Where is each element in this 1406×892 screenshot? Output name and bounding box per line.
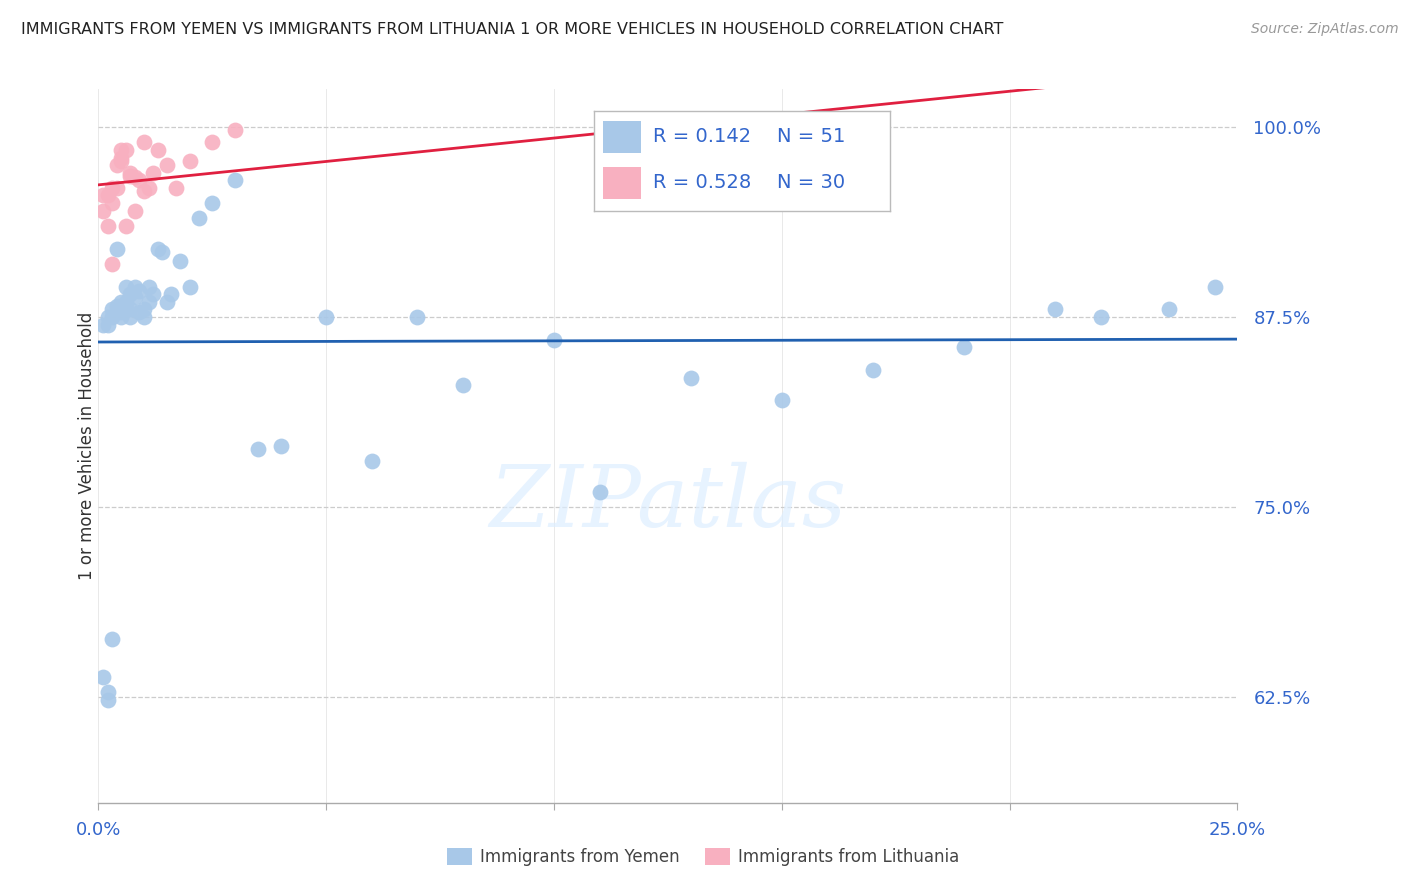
Point: [543, 333, 565, 347]
Y-axis label: 1 or more Vehicles in Household: 1 or more Vehicles in Household: [79, 312, 96, 580]
Point: [679, 370, 702, 384]
Point: [169, 253, 191, 268]
Text: 0.0%: 0.0%: [76, 821, 121, 839]
Point: [360, 454, 382, 468]
Point: [105, 305, 128, 319]
Point: [588, 484, 610, 499]
Point: [114, 219, 136, 233]
Point: [138, 181, 160, 195]
Point: [146, 143, 169, 157]
Point: [105, 242, 128, 256]
Point: [110, 305, 132, 319]
Point: [96, 318, 118, 332]
Point: [146, 242, 169, 256]
Point: [96, 188, 118, 202]
Point: [120, 302, 142, 317]
Point: [160, 287, 183, 301]
Point: [156, 294, 179, 309]
Point: [101, 302, 124, 317]
Point: [132, 310, 155, 324]
Point: [120, 169, 142, 183]
Point: [165, 181, 187, 195]
Point: [156, 158, 179, 172]
Point: [128, 173, 150, 187]
Text: 25.0%: 25.0%: [1209, 821, 1265, 839]
Point: [105, 299, 128, 313]
Point: [110, 153, 132, 168]
Point: [91, 203, 114, 218]
Point: [105, 181, 128, 195]
Point: [406, 310, 429, 324]
Point: [96, 692, 118, 706]
Point: [451, 378, 474, 392]
Point: [105, 158, 128, 172]
Point: [91, 670, 114, 684]
Point: [224, 123, 246, 137]
Point: [132, 302, 155, 317]
Point: [124, 170, 146, 185]
Point: [1090, 310, 1112, 324]
Point: [770, 393, 793, 408]
Legend: Immigrants from Yemen, Immigrants from Lithuania: Immigrants from Yemen, Immigrants from L…: [440, 841, 966, 873]
Text: IMMIGRANTS FROM YEMEN VS IMMIGRANTS FROM LITHUANIA 1 OR MORE VEHICLES IN HOUSEHO: IMMIGRANTS FROM YEMEN VS IMMIGRANTS FROM…: [21, 22, 1004, 37]
Point: [96, 310, 118, 324]
Point: [315, 310, 337, 324]
Point: [1204, 279, 1226, 293]
Point: [142, 287, 165, 301]
Point: [150, 244, 173, 259]
Point: [120, 310, 142, 324]
Point: [138, 294, 160, 309]
Point: [96, 219, 118, 233]
Point: [270, 439, 292, 453]
Point: [91, 318, 114, 332]
Point: [124, 290, 146, 304]
Point: [110, 151, 132, 165]
Point: [114, 143, 136, 157]
Point: [187, 211, 209, 226]
Text: ZIPatlas: ZIPatlas: [489, 462, 846, 544]
Point: [201, 196, 224, 211]
Point: [142, 166, 165, 180]
Point: [101, 632, 124, 646]
Point: [124, 203, 146, 218]
Point: [110, 143, 132, 157]
Point: [101, 310, 124, 324]
Point: [114, 294, 136, 309]
Point: [128, 284, 150, 298]
Point: [120, 166, 142, 180]
Point: [953, 340, 976, 354]
Point: [179, 279, 201, 293]
Point: [132, 184, 155, 198]
Point: [120, 287, 142, 301]
Point: [91, 188, 114, 202]
Point: [138, 279, 160, 293]
Point: [101, 181, 124, 195]
Point: [201, 136, 224, 150]
Point: [101, 257, 124, 271]
Point: [862, 363, 884, 377]
Point: [110, 294, 132, 309]
Point: [1043, 302, 1066, 317]
Point: [1157, 302, 1180, 317]
Point: [246, 442, 269, 456]
Point: [132, 136, 155, 150]
Point: [124, 279, 146, 293]
Point: [114, 302, 136, 317]
Point: [114, 279, 136, 293]
Point: [101, 196, 124, 211]
Point: [224, 173, 246, 187]
Point: [110, 310, 132, 324]
Point: [96, 685, 118, 699]
Point: [815, 120, 838, 135]
Point: [128, 305, 150, 319]
Point: [179, 153, 201, 168]
Text: Source: ZipAtlas.com: Source: ZipAtlas.com: [1251, 22, 1399, 37]
